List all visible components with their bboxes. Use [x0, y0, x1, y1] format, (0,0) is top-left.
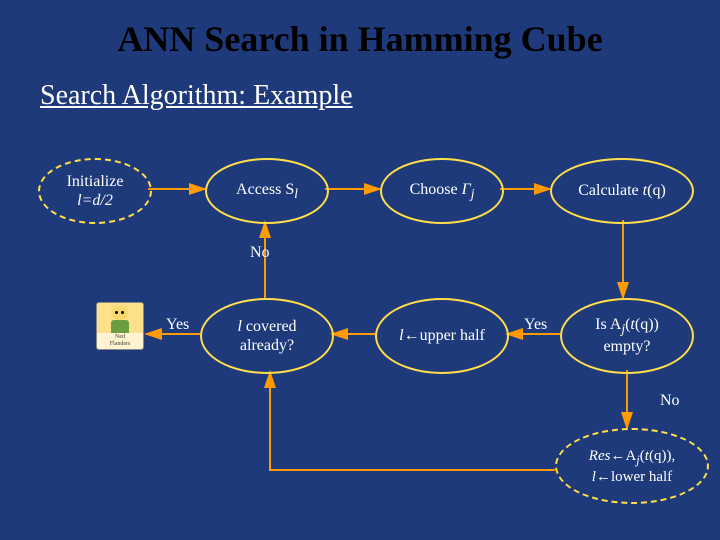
node-covered-line1: l covered — [237, 318, 296, 335]
node-choose: Choose Γj — [380, 158, 504, 224]
node-covered-line2: already? — [240, 337, 294, 354]
node-calculate: Calculate t(q) — [550, 158, 694, 224]
slide-title: ANN Search in Hamming Cube — [0, 18, 720, 60]
label-no-top: No — [250, 244, 270, 262]
node-access: Access Sl — [205, 158, 329, 224]
node-result-line1: Res←Aj(t(q)), — [589, 448, 675, 464]
slide: ANN Search in Hamming Cube Search Algori… — [0, 0, 720, 540]
avatar-head-icon — [112, 306, 128, 320]
node-empty-line2: empty? — [603, 338, 650, 355]
node-result: Res←Aj(t(q)), l←lower half — [555, 428, 709, 504]
node-calculate-text: Calculate t(q) — [578, 181, 666, 200]
node-initialize: Initialize l=d/2 — [38, 158, 152, 224]
node-empty: Is Aj(t(q)) empty? — [560, 298, 694, 374]
node-empty-line1: Is Aj(t(q)) — [595, 316, 659, 333]
label-yes-left: Yes — [166, 316, 189, 334]
avatar-ned: Ned Flanders — [96, 302, 144, 350]
avatar-name1: Ned — [115, 334, 125, 340]
node-upper-text: l←upper half — [399, 326, 485, 345]
node-upper: l←upper half — [375, 298, 509, 374]
slide-subtitle: Search Algorithm: Example — [40, 80, 353, 112]
node-initialize-line1: Initialize — [67, 173, 124, 190]
node-access-text: Access Sl — [236, 180, 298, 202]
node-initialize-line2: l=d/2 — [77, 192, 113, 209]
avatar-body-icon — [111, 320, 129, 333]
avatar-name: Ned Flanders — [97, 333, 143, 349]
node-result-line2: l←lower half — [592, 469, 672, 485]
label-no-right: No — [660, 392, 680, 410]
node-choose-text: Choose Γj — [410, 180, 475, 202]
label-yes-mid: Yes — [524, 316, 547, 334]
avatar-name2: Flanders — [110, 341, 131, 347]
node-covered: l covered already? — [200, 298, 334, 374]
